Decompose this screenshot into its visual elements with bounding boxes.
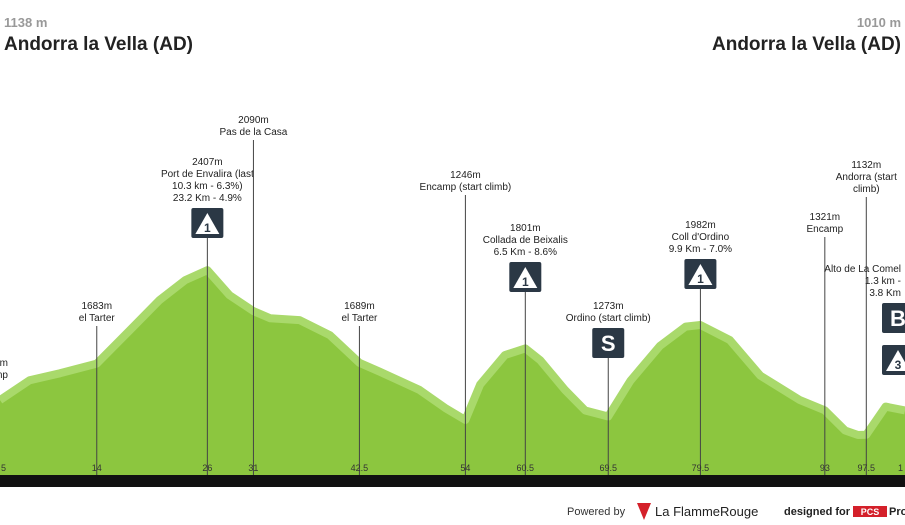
km-label: 54 bbox=[460, 463, 470, 473]
km-label: 31 bbox=[248, 463, 258, 473]
km-label: 97.5 bbox=[858, 463, 876, 473]
waypoint-label: Coll d'Ordino bbox=[672, 232, 730, 243]
icon-text: 1 bbox=[204, 221, 211, 235]
km-label: 42.5 bbox=[351, 463, 369, 473]
waypoint-label: climb) bbox=[853, 184, 880, 195]
waypoint-label: 23.2 Km - 4.9% bbox=[173, 193, 242, 204]
waypoint-label: 3.8 Km bbox=[869, 288, 901, 299]
waypoint-label: 9.9 Km - 7.0% bbox=[669, 244, 732, 255]
powered-by: Powered by bbox=[567, 506, 626, 518]
waypoint-label: 1801m bbox=[510, 223, 541, 234]
waypoint-label: Encamp bbox=[806, 224, 843, 235]
designed-for: designed for bbox=[784, 506, 851, 518]
waypoint-label: m bbox=[0, 358, 8, 369]
km-label: 14 bbox=[92, 463, 102, 473]
pcs-text: PCS bbox=[861, 507, 880, 517]
km-label: 60.5 bbox=[517, 463, 535, 473]
icon-text: B bbox=[890, 306, 905, 331]
icon-text: 3 bbox=[895, 358, 902, 372]
waypoint-label: 2407m bbox=[192, 157, 223, 168]
climb-icon bbox=[882, 303, 905, 333]
waypoint-label: Andorra (start bbox=[836, 172, 897, 183]
waypoint-label: Port de Envalira (last bbox=[161, 169, 254, 180]
waypoint-label: 2090m bbox=[238, 115, 269, 126]
waypoint-label: 1246m bbox=[450, 170, 481, 181]
pro-text: Pro bbox=[889, 506, 905, 518]
km-label: 69.5 bbox=[599, 463, 617, 473]
km-label: 26 bbox=[202, 463, 212, 473]
waypoint-label: 1689m bbox=[344, 301, 375, 312]
waypoint-label: 1321m bbox=[810, 212, 841, 223]
climb-icon bbox=[592, 328, 625, 358]
km-label: 79.5 bbox=[692, 463, 710, 473]
pcs-logo bbox=[853, 506, 887, 517]
icon-mountain bbox=[195, 213, 220, 234]
km-label: 93 bbox=[820, 463, 830, 473]
waypoint-label: el Tarter bbox=[341, 313, 378, 324]
end-name: Andorra la Vella (AD) bbox=[712, 34, 901, 55]
waypoint-label: Pas de la Casa bbox=[220, 127, 288, 138]
end-elevation: 1010 m bbox=[857, 15, 901, 30]
waypoint-label: 1982m bbox=[685, 220, 716, 231]
icon-mountain bbox=[513, 267, 538, 288]
waypoint-label: 1273m bbox=[593, 301, 624, 312]
waypoint-label: 1132m bbox=[851, 160, 881, 171]
waypoint-label: Encamp (start climb) bbox=[420, 182, 512, 193]
brand-name: La FlammeRouge bbox=[655, 504, 758, 519]
waypoint-label: 1.3 km - bbox=[865, 276, 901, 287]
icon-text: 1 bbox=[522, 275, 529, 289]
profile-area bbox=[0, 270, 905, 475]
ground-bar bbox=[0, 475, 905, 487]
icon-text: S bbox=[601, 331, 616, 356]
waypoint-label: Collada de Beixalis bbox=[483, 235, 568, 246]
profile-edge bbox=[0, 266, 905, 439]
brand-logo bbox=[637, 503, 651, 520]
km-label: 5 bbox=[1, 463, 6, 473]
start-elevation: 1138 m bbox=[4, 15, 47, 30]
waypoint-label: 10.3 km - 6.3%) bbox=[172, 181, 243, 192]
waypoint-label: Alto de La Comel bbox=[824, 264, 901, 275]
icon-mountain bbox=[886, 350, 905, 371]
km-label: 1 bbox=[898, 463, 903, 473]
waypoint-label: 6.5 Km - 8.6% bbox=[494, 247, 557, 258]
icon-text: 1 bbox=[697, 272, 704, 286]
waypoint-label: mp bbox=[0, 370, 8, 381]
waypoint-label: 1683m bbox=[81, 301, 112, 312]
waypoint-label: el Tarter bbox=[79, 313, 116, 324]
icon-mountain bbox=[688, 264, 713, 285]
waypoint-label: Ordino (start climb) bbox=[566, 313, 651, 324]
start-name: Andorra la Vella (AD) bbox=[4, 34, 193, 55]
